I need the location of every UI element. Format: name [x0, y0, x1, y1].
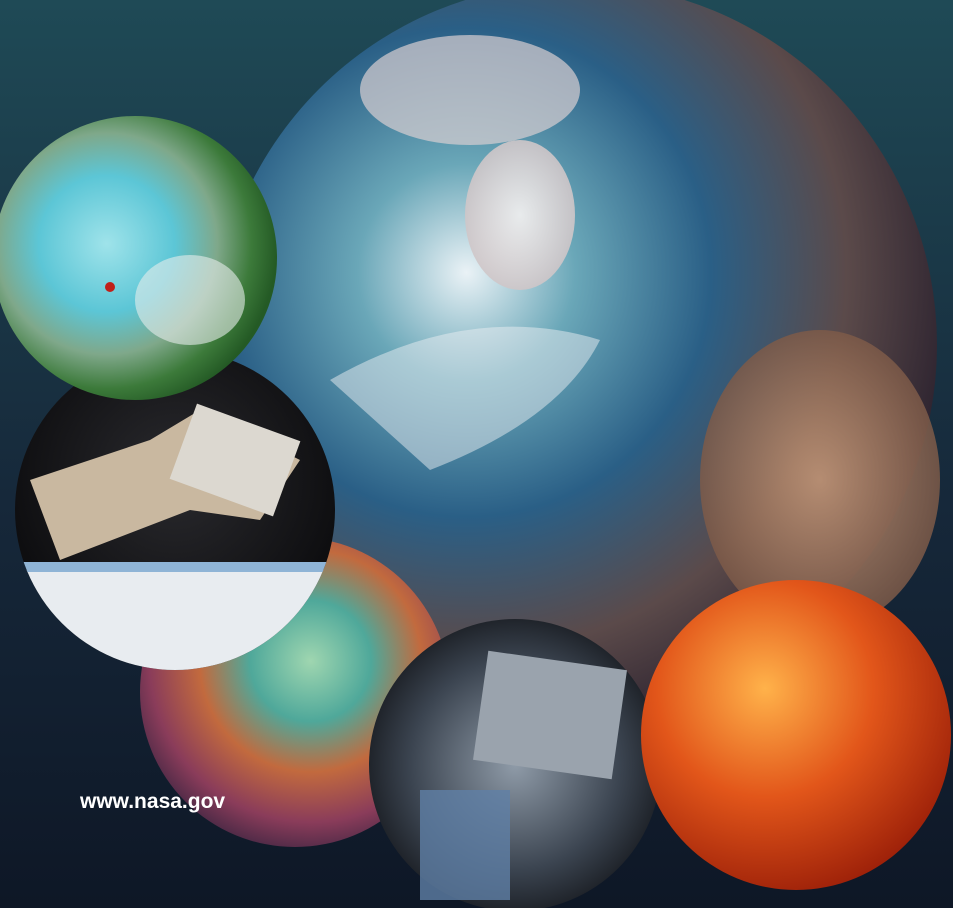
website-url: www.nasa.gov: [79, 790, 225, 813]
sun-image: [641, 580, 951, 890]
earth-surface-image: [0, 116, 277, 400]
telescope-image: [369, 619, 661, 908]
space-station-image: [15, 350, 335, 670]
earth: [213, 0, 940, 707]
